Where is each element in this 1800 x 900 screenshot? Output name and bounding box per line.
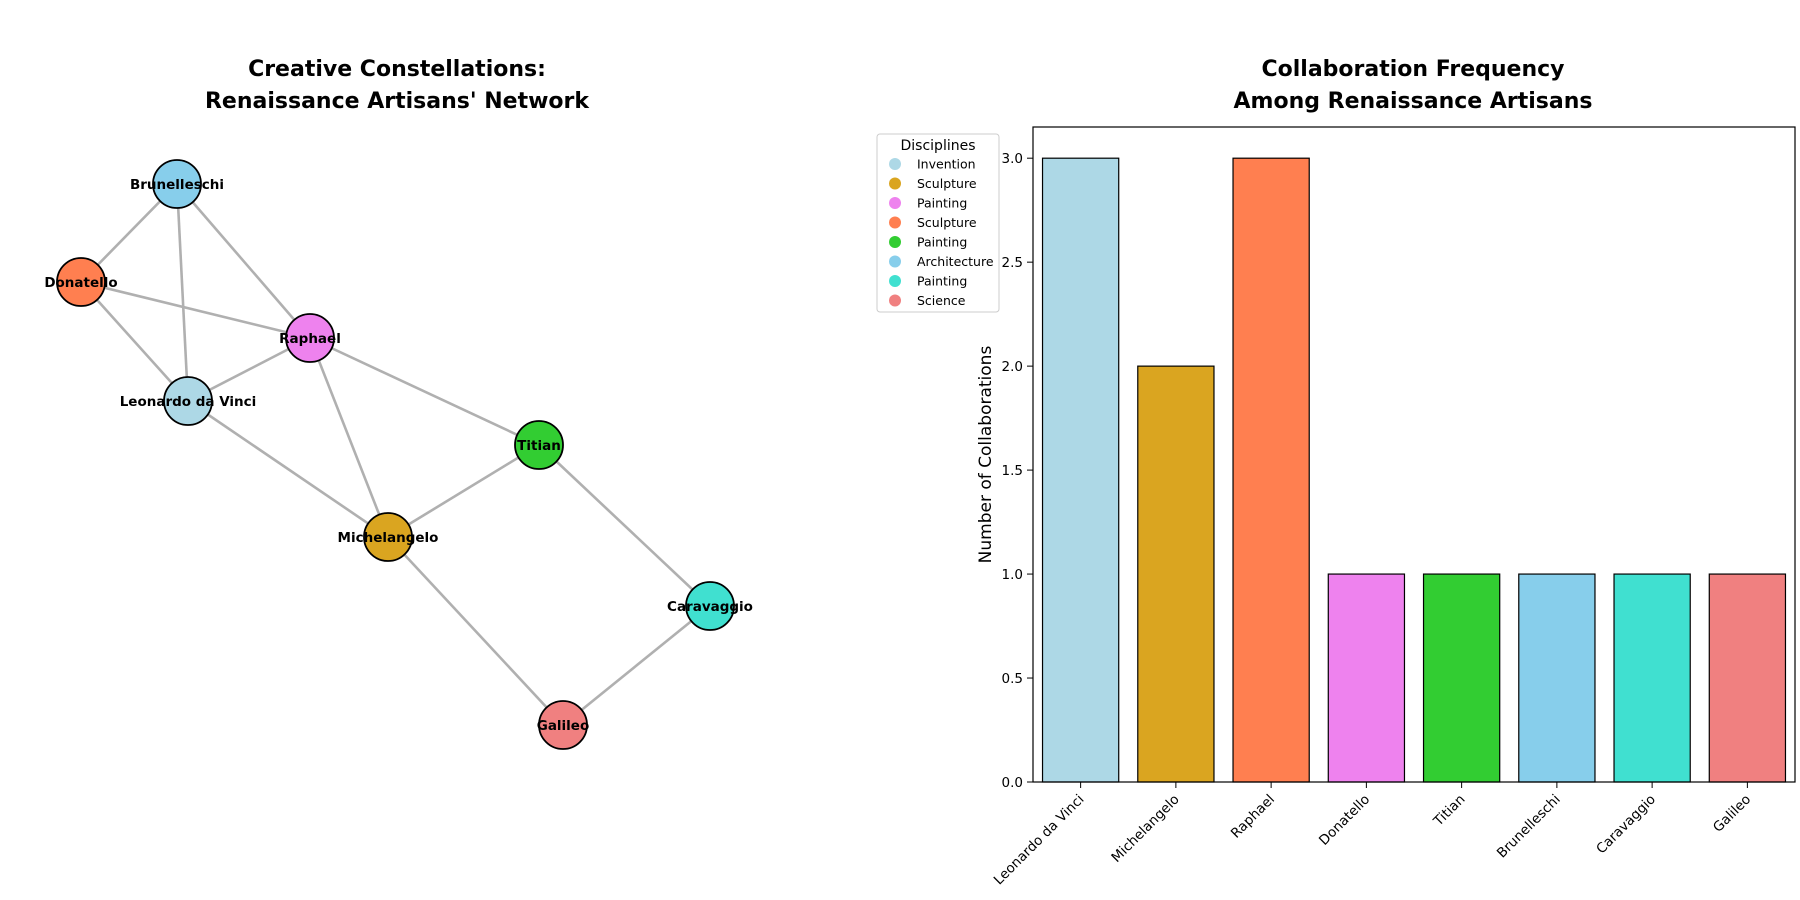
edge-titian-caravaggio	[538, 444, 711, 607]
legend-marker-3	[889, 216, 901, 229]
node-leonardo-da-vinci: Leonardo da Vinci	[120, 376, 257, 426]
bar-raphael	[1232, 157, 1310, 783]
y-tick-label-3-0: 3.0	[1002, 151, 1023, 167]
node-circle-michelangelo	[363, 512, 413, 562]
x-tick-label-brunelleschi: Brunelleschi	[1494, 792, 1564, 862]
y-tick-label-2-5: 2.5	[1002, 255, 1023, 271]
x-tick-label-leonardo-da-vinci: Leonardo da Vinci	[991, 792, 1088, 889]
legend-label-7: Science	[917, 293, 966, 308]
legend-marker-1	[889, 177, 901, 190]
y-tick-label-2-0: 2.0	[1002, 359, 1023, 375]
y-tick-label-0-5: 0.5	[1002, 671, 1023, 687]
network-title: Creative Constellations: Renaissance Arti…	[205, 57, 590, 114]
node-label-donatello: Donatello	[44, 275, 117, 291]
bar-titian	[1422, 573, 1501, 783]
bar-chart-title: Collaboration Frequency Among Renaissance…	[1234, 57, 1593, 114]
legend-marker-4	[889, 236, 901, 248]
legend-item-7: Science	[889, 293, 966, 308]
node-circle-donatello	[56, 257, 106, 307]
x-tick-label-caravaggio: Caravaggio	[1593, 792, 1659, 858]
legend-label-4: Painting	[917, 235, 967, 250]
network-edges	[80, 183, 711, 727]
node-circle-leonardo-da-vinci	[163, 376, 213, 426]
legend-item-1: Sculpture	[889, 176, 977, 191]
legend-marker-0	[889, 158, 901, 170]
legend-item-3: Sculpture	[889, 215, 977, 230]
node-circle-titian	[514, 420, 564, 470]
node-donatello: Donatello	[44, 257, 118, 307]
x-tick-label-titian: Titian	[1430, 792, 1469, 831]
legend-item-6: Painting	[889, 274, 967, 289]
x-tick-label-donatello: Donatello	[1316, 792, 1373, 849]
legend-item-4: Painting	[889, 235, 967, 250]
bar-michelangelo	[1137, 365, 1215, 783]
edge-michelangelo-galileo	[387, 536, 564, 726]
node-label-leonardo-da-vinci: Leonardo da Vinci	[120, 394, 257, 410]
edge-donatello-raphael	[80, 280, 311, 340]
y-tick-label-1-5: 1.5	[1002, 463, 1023, 479]
node-galileo: Galileo	[537, 700, 590, 750]
y-axis-label: Number of Collaborations	[976, 346, 996, 564]
bar-brunelleschi	[1518, 573, 1596, 783]
node-circle-caravaggio	[685, 581, 735, 631]
node-caravaggio: Caravaggio	[667, 581, 753, 631]
node-circle-brunelleschi	[152, 159, 202, 209]
node-label-michelangelo: Michelangelo	[338, 530, 439, 546]
node-label-caravaggio: Caravaggio	[667, 599, 753, 615]
legend-marker-7	[889, 294, 901, 307]
node-label-raphael: Raphael	[279, 331, 341, 347]
node-circle-raphael	[285, 313, 335, 363]
legend-box	[876, 133, 1000, 313]
x-axis: Leonardo da Vinci Michelangelo Raphael Dona…	[991, 782, 1754, 888]
edge-donatello-leonardo-da-vinci	[80, 281, 189, 402]
network-nodes: Leonardo da Vinci Michelangelo Raphael Dona…	[44, 159, 753, 750]
legend-label-3: Sculpture	[917, 215, 977, 230]
x-tick-label-raphael: Raphael	[1228, 792, 1278, 842]
bar-caravaggio	[1613, 573, 1691, 783]
legend-label-2: Painting	[917, 196, 967, 211]
edge-michelangelo-titian	[387, 443, 540, 539]
legend-label-5: Architecture	[917, 254, 994, 269]
node-label-brunelleschi: Brunelleschi	[130, 177, 224, 193]
edge-raphael-titian	[309, 336, 540, 447]
edge-caravaggio-galileo	[562, 604, 711, 727]
legend: Disciplines Invention Sculpture Painting Scu…	[876, 133, 1000, 313]
bar-chart-panel: Collaboration Frequency Among Renaissance…	[876, 57, 1796, 888]
legend-label-0: Invention	[917, 157, 976, 172]
legend-marker-2	[889, 197, 901, 209]
node-label-titian: Titian	[517, 438, 561, 454]
legend-label-6: Painting	[917, 274, 967, 289]
edge-brunelleschi-leonardo-da-vinci	[175, 183, 190, 402]
bar-leonardo-da-vinci	[1041, 157, 1120, 783]
node-michelangelo: Michelangelo	[338, 512, 439, 562]
legend-marker-5	[889, 255, 901, 268]
node-titian: Titian	[514, 420, 564, 470]
legend-title: Disciplines	[901, 138, 976, 154]
legend-item-2: Painting	[889, 196, 967, 211]
edge-raphael-michelangelo	[308, 337, 390, 538]
bar-donatello	[1327, 573, 1406, 783]
legend-label-1: Sculpture	[917, 176, 977, 191]
edge-leonardo-da-vinci-michelangelo	[187, 399, 389, 539]
legend-marker-6	[889, 275, 901, 287]
x-tick-label-galileo: Galileo	[1710, 792, 1754, 836]
x-tick-label-michelangelo: Michelangelo	[1108, 792, 1182, 866]
legend-item-5: Architecture	[889, 254, 994, 269]
y-tick-label-0-0: 0.0	[1002, 775, 1023, 791]
node-circle-galileo	[538, 700, 588, 750]
y-axis: 0.0 0.5 1.0 1.5 2.0 2.5 3.0	[1002, 151, 1033, 791]
y-tick-label-1-0: 1.0	[1002, 567, 1023, 583]
legend-item-0: Invention	[889, 157, 976, 172]
network-panel: Creative Constellations: Renaissance Arti…	[44, 57, 753, 750]
bar-chart-bars	[1041, 157, 1787, 783]
bar-galileo	[1708, 573, 1787, 783]
bar-chart-frame	[1032, 126, 1796, 783]
node-brunelleschi: Brunelleschi	[130, 159, 224, 209]
node-raphael: Raphael	[279, 313, 341, 363]
node-label-galileo: Galileo	[537, 718, 590, 734]
edge-brunelleschi-raphael	[176, 183, 311, 339]
